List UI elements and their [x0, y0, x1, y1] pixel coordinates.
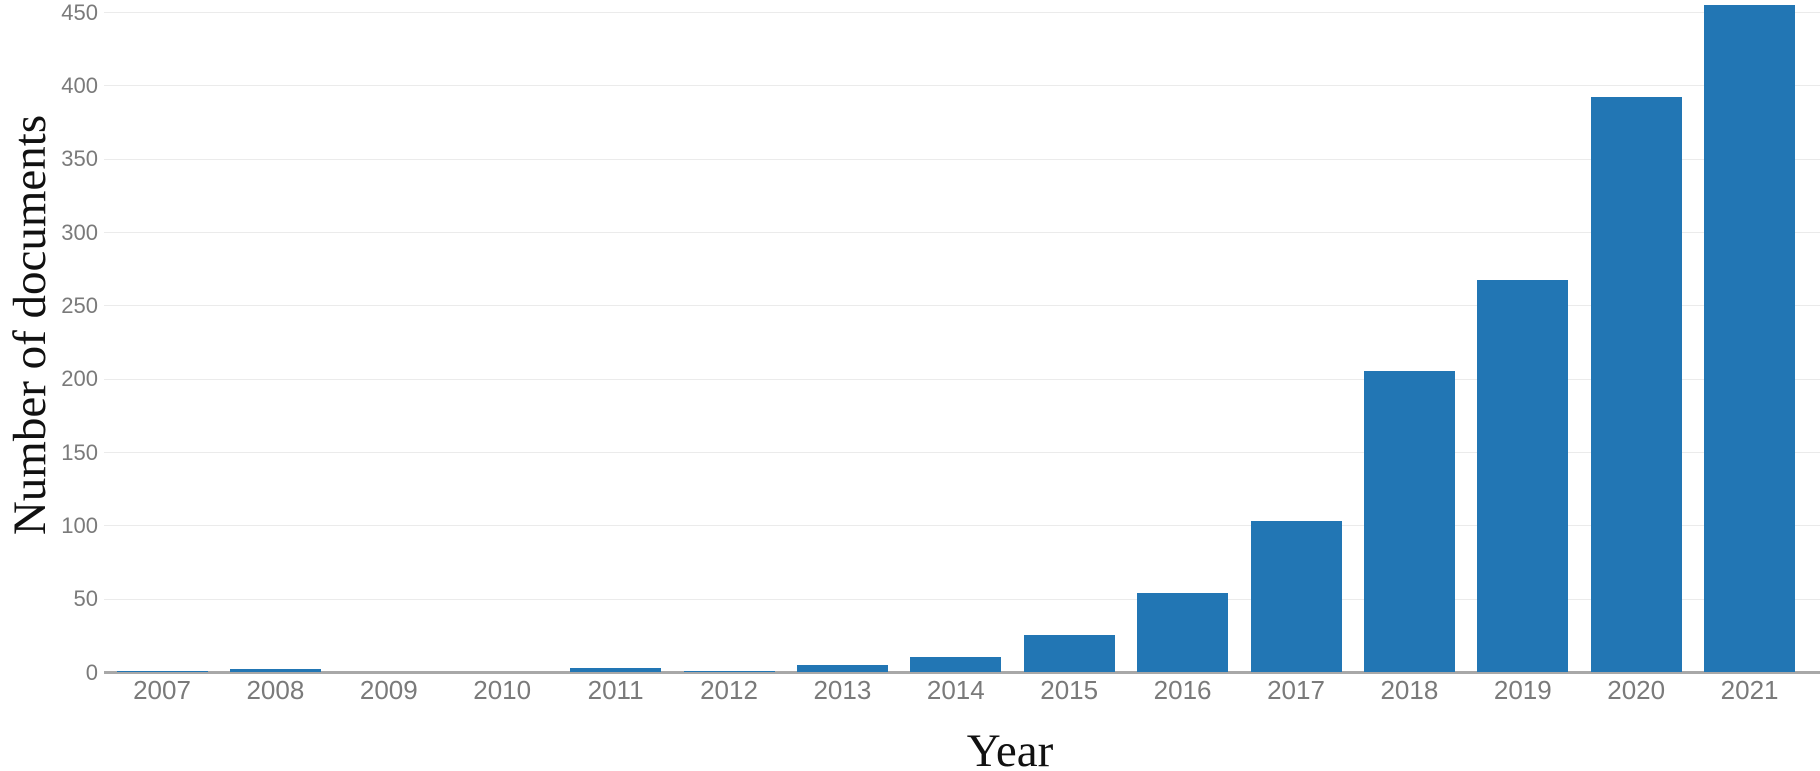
x-tick-label: 2018 [1380, 675, 1439, 705]
bar [796, 664, 888, 672]
gridline [104, 598, 1820, 600]
x-tick-label: 2008 [246, 675, 305, 705]
y-axis-title: Number of documents [4, 114, 56, 536]
x-tick-label: 2011 [587, 675, 644, 705]
x-tick-label: 2013 [813, 675, 872, 705]
bar [1023, 635, 1115, 672]
y-tick-label: 0 [85, 659, 98, 685]
x-tick-label: 2016 [1153, 675, 1212, 705]
y-tick-label: 150 [61, 439, 98, 465]
x-tick-label: 2007 [133, 675, 191, 705]
gridline [104, 158, 1820, 160]
bar [910, 657, 1002, 672]
y-tick-label: 100 [61, 512, 98, 538]
gridline [104, 452, 1820, 454]
bar [1137, 592, 1229, 672]
y-tick-label: 400 [61, 72, 98, 98]
bar [1250, 520, 1342, 672]
x-axis-line [104, 671, 1820, 674]
y-tick-label: 450 [61, 0, 98, 25]
x-tick-label: 2015 [1040, 675, 1099, 705]
y-tick-label: 250 [61, 292, 98, 318]
x-tick-label: 2021 [1720, 675, 1779, 705]
x-tick-label: 2009 [359, 675, 418, 705]
gridline [104, 12, 1820, 14]
bar [229, 669, 321, 672]
gridline [104, 378, 1820, 380]
y-tick-label: 200 [61, 366, 98, 392]
bar [570, 667, 662, 672]
x-tick-label: 2019 [1493, 675, 1552, 705]
bar [116, 670, 208, 672]
bar [1363, 371, 1455, 672]
gridline [104, 305, 1820, 307]
bar [1477, 280, 1569, 672]
x-tick-label: 2010 [473, 675, 532, 705]
x-tick-label: 2012 [700, 675, 758, 705]
gridline [104, 525, 1820, 527]
y-tick-label: 50 [73, 586, 98, 612]
gridline [104, 232, 1820, 234]
bar [683, 670, 775, 672]
bar [1590, 97, 1682, 672]
y-tick-label: 350 [61, 146, 98, 172]
bar [1704, 4, 1796, 672]
y-tick-label: 300 [61, 219, 98, 245]
x-tick-label: 2017 [1267, 675, 1325, 705]
x-tick-label: 2020 [1607, 675, 1666, 705]
x-tick-label: 2014 [926, 675, 985, 705]
x-axis-title: Year [966, 725, 1054, 771]
gridline [104, 85, 1820, 87]
